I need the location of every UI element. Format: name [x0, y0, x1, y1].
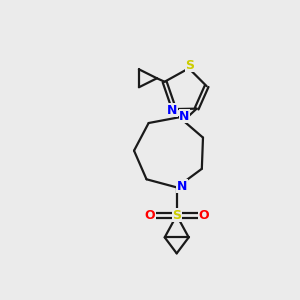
- Text: O: O: [144, 209, 155, 222]
- Text: N: N: [167, 103, 177, 117]
- Text: O: O: [198, 209, 209, 222]
- Text: S: S: [172, 209, 181, 222]
- Text: S: S: [185, 59, 194, 72]
- Text: N: N: [179, 110, 190, 123]
- Text: N: N: [176, 180, 187, 193]
